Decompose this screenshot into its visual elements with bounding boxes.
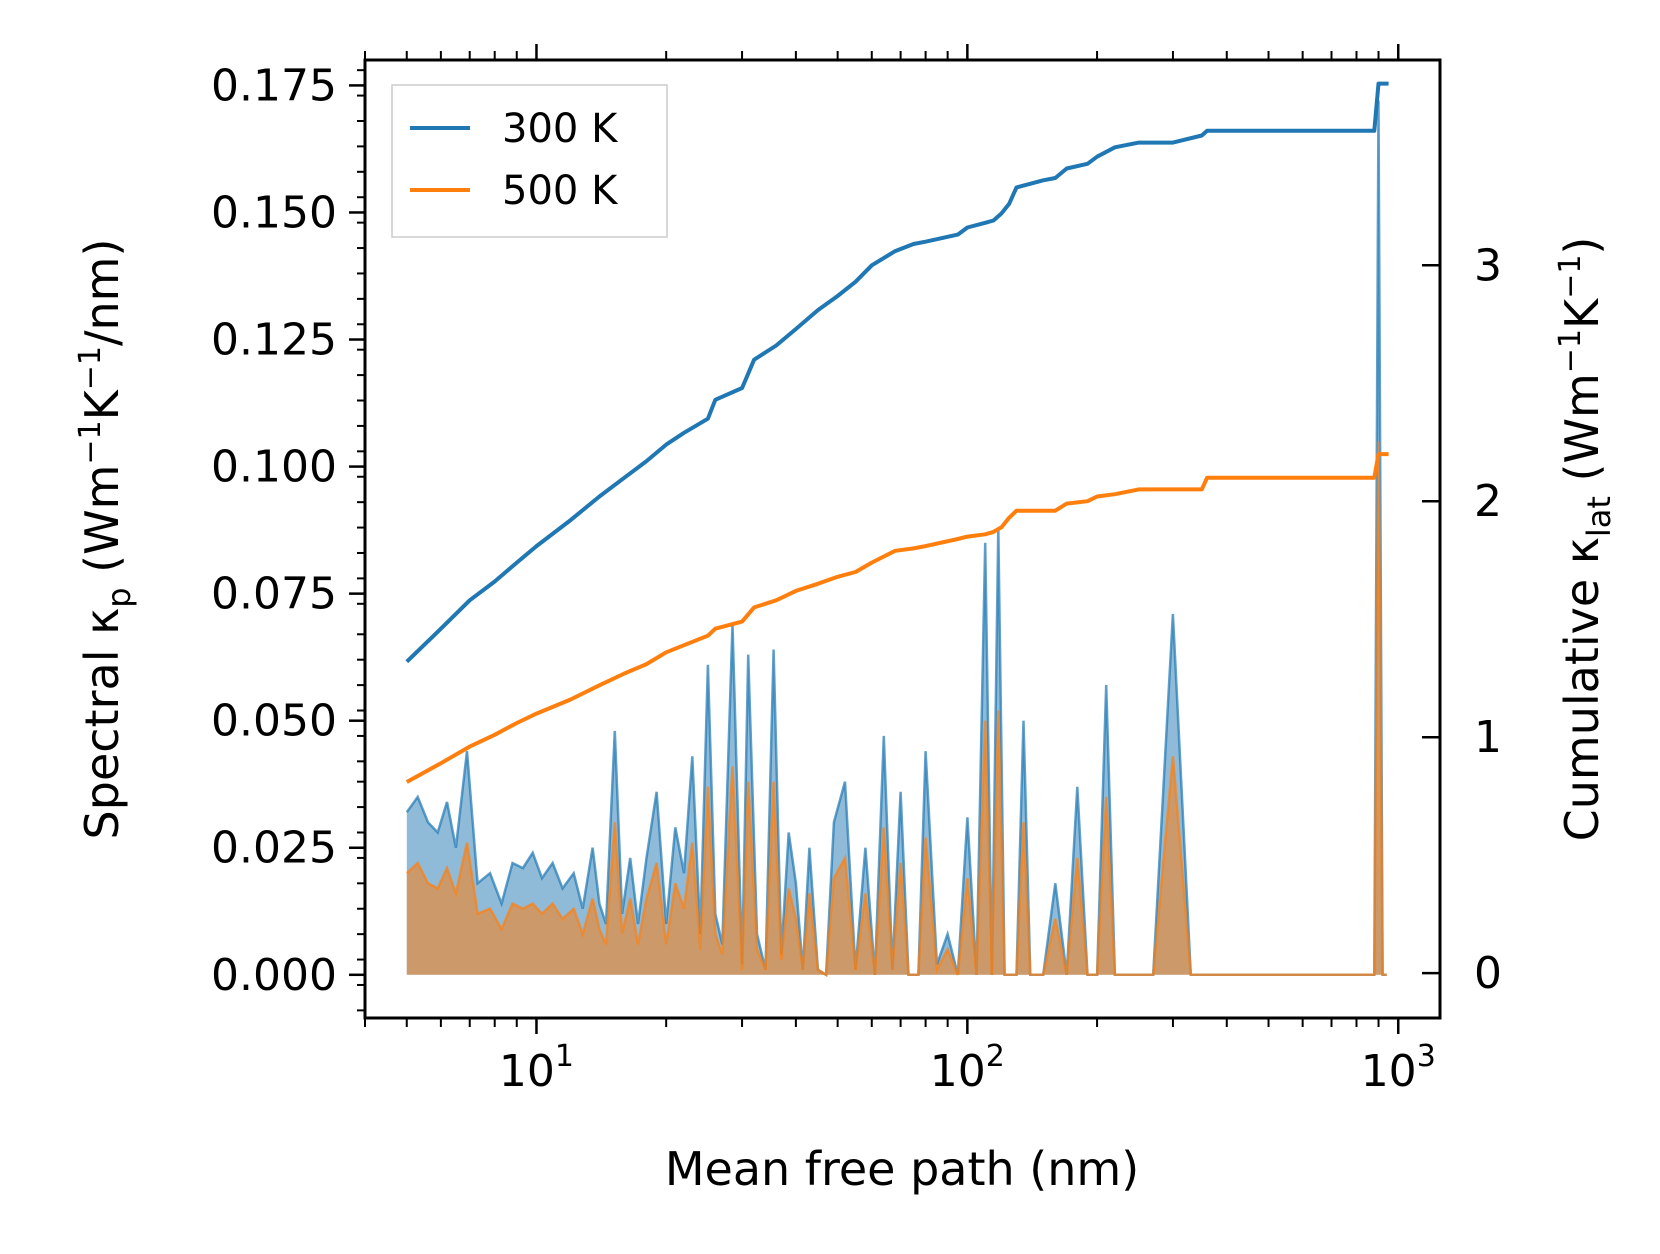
legend: 300 K 500 K — [391, 84, 668, 238]
cumulative-line-500-k — [405, 452, 1389, 784]
x-axis-label: Mean free path (nm) — [665, 1142, 1139, 1196]
y-right-tick-label: 0 — [1474, 948, 1502, 999]
y-left-tick-label: 0.025 — [211, 823, 337, 874]
y-left-tick-label: 0.000 — [211, 950, 337, 1001]
cumulative-lines — [405, 81, 1389, 784]
legend-label-300k: 300 K — [502, 106, 619, 152]
legend-box — [391, 84, 668, 238]
y-right-tick-label: 1 — [1474, 712, 1502, 763]
y-right-axis-label: Cumulative κlat (Wm−1K−1) — [1553, 237, 1618, 842]
cumulative-line-300-k — [405, 81, 1389, 664]
spectral-line-500-k-spectral — [405, 441, 1387, 977]
y-left-tick-label: 0.050 — [211, 696, 337, 747]
axis-tick-labels: 101 102 1030.0000.0250.0500.0750.1000.1250… — [211, 60, 1502, 1097]
y-left-tick-label: 0.150 — [211, 187, 337, 238]
axis-ticks — [349, 44, 1440, 1034]
spectral-fills — [405, 100, 1387, 977]
y-left-axis-label: Spectral κp (Wm−1K−1/nm) — [73, 239, 138, 840]
x-tick-label: 102 — [930, 1039, 1005, 1097]
y-left-tick-label: 0.100 — [211, 442, 337, 493]
y-right-tick-label: 3 — [1474, 240, 1502, 291]
x-tick-label: 103 — [1361, 1039, 1436, 1097]
plot-frame — [363, 58, 1442, 1020]
y-right-tick-label: 2 — [1474, 476, 1502, 527]
x-tick-label: 101 — [499, 1039, 574, 1097]
legend-label-500k: 500 K — [502, 168, 619, 214]
y-left-tick-label: 0.075 — [211, 569, 337, 620]
y-left-tick-label: 0.175 — [211, 60, 337, 111]
y-left-tick-label: 0.125 — [211, 315, 337, 366]
